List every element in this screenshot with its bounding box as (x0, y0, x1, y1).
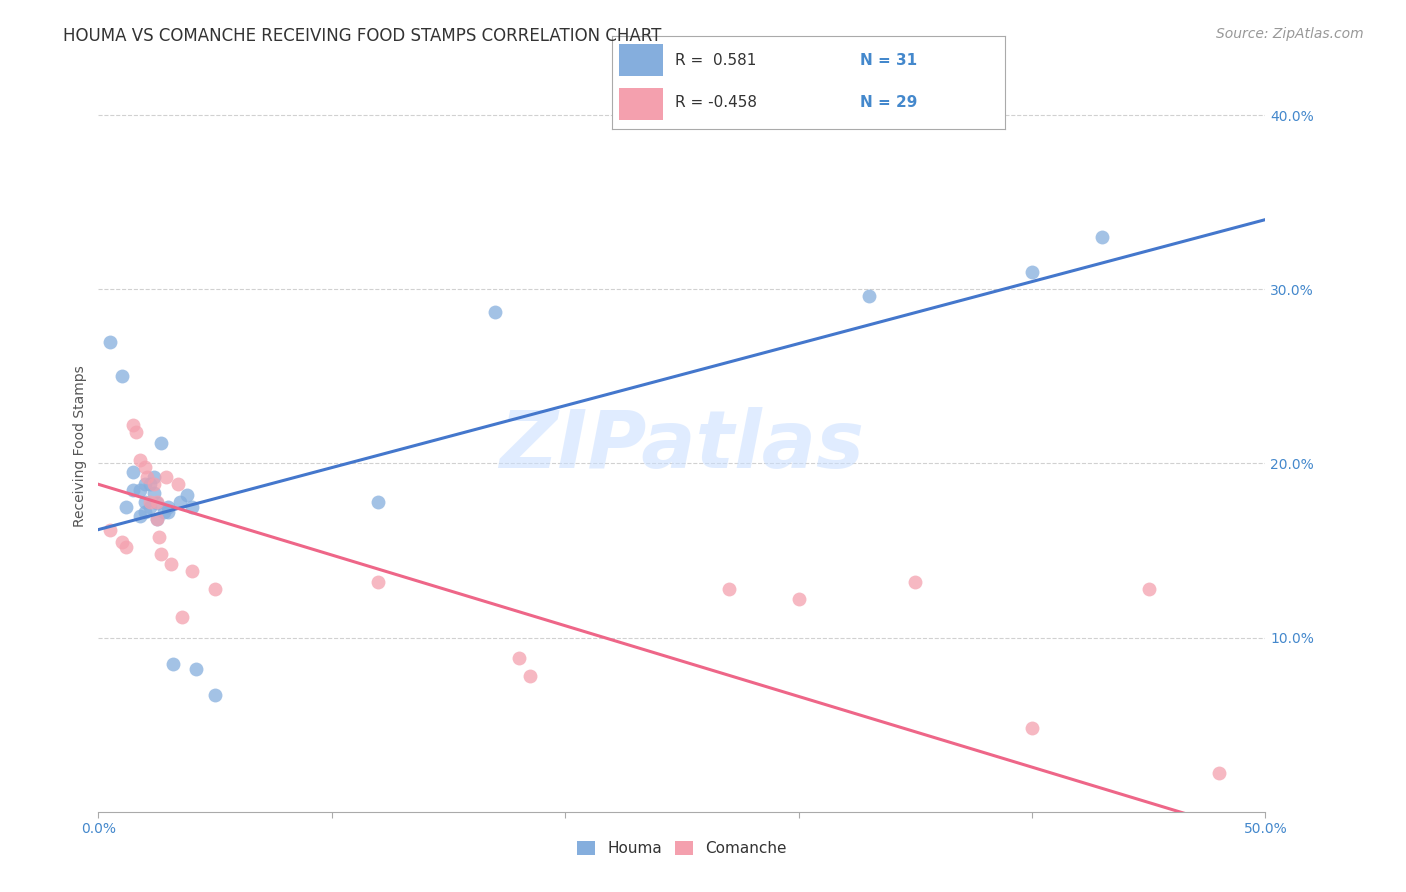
Point (139, 500, 162, 514)
Point (1021, 265, 1043, 279)
Point (904, 574, 927, 589)
Point (146, 496, 169, 510)
Point (152, 505, 174, 519)
Point (157, 500, 180, 514)
Point (122, 483, 145, 497)
Point (134, 459, 156, 474)
Point (122, 465, 145, 479)
Point (155, 470, 177, 484)
Point (111, 534, 134, 549)
Point (115, 500, 138, 514)
Point (139, 477, 162, 491)
Point (367, 494, 389, 508)
Point (111, 369, 134, 384)
Legend: Houma, Comanche: Houma, Comanche (571, 835, 793, 863)
Point (134, 505, 156, 519)
Point (166, 477, 188, 491)
Point (150, 547, 173, 561)
Point (180, 565, 202, 579)
Point (204, 688, 226, 702)
Point (1137, 582, 1160, 596)
Point (98, 334, 121, 349)
Point (134, 477, 156, 491)
Text: HOUMA VS COMANCHE RECEIVING FOOD STAMPS CORRELATION CHART: HOUMA VS COMANCHE RECEIVING FOOD STAMPS … (63, 27, 662, 45)
Point (186, 662, 208, 676)
Point (143, 486, 166, 500)
Bar (620, 44, 662, 76)
Point (787, 592, 810, 607)
Point (508, 651, 530, 665)
Point (176, 488, 198, 502)
Point (129, 453, 152, 467)
Point (136, 470, 159, 484)
Point (1091, 230, 1114, 244)
Point (148, 530, 170, 544)
Point (484, 305, 506, 319)
Point (367, 574, 389, 589)
Point (134, 494, 156, 508)
Point (98, 523, 121, 537)
Point (169, 494, 191, 508)
Point (150, 435, 173, 450)
Text: ZIPatlas: ZIPatlas (499, 407, 865, 485)
Point (159, 558, 181, 572)
Bar (620, 88, 662, 120)
Point (122, 418, 145, 433)
Text: Source: ZipAtlas.com: Source: ZipAtlas.com (1216, 27, 1364, 41)
Y-axis label: Receiving Food Stamps: Receiving Food Stamps (73, 365, 87, 527)
Point (143, 477, 166, 491)
Point (129, 508, 152, 523)
Text: N = 31: N = 31 (859, 53, 917, 68)
Point (115, 540, 138, 554)
Point (519, 669, 541, 683)
Point (858, 289, 880, 303)
Point (143, 470, 166, 484)
Point (172, 609, 194, 624)
Point (717, 582, 740, 596)
Point (129, 483, 152, 497)
Point (146, 512, 169, 526)
Text: R = -0.458: R = -0.458 (675, 95, 756, 110)
Text: N = 29: N = 29 (859, 95, 917, 110)
Point (162, 657, 184, 671)
Point (204, 582, 226, 596)
Point (157, 505, 180, 519)
Point (139, 494, 162, 508)
Point (146, 494, 169, 508)
Point (1208, 766, 1230, 780)
Point (146, 512, 169, 526)
Point (125, 425, 148, 439)
Point (180, 500, 202, 514)
Text: R =  0.581: R = 0.581 (675, 53, 756, 68)
Point (1021, 721, 1043, 735)
